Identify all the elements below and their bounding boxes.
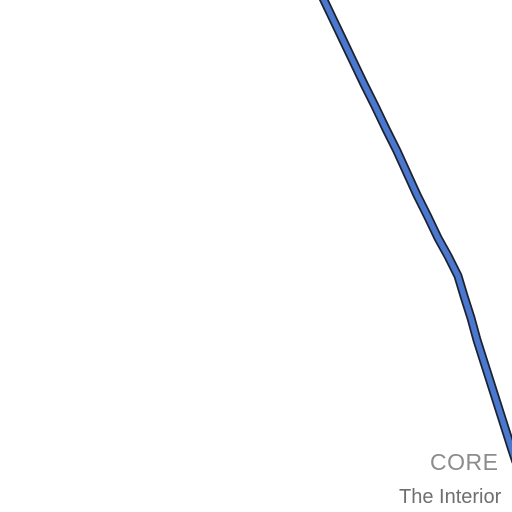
district-label: CORE <box>430 449 499 475</box>
route-casing <box>318 0 512 464</box>
route-fill <box>320 0 512 459</box>
route-line-feature[interactable] <box>318 0 512 464</box>
area-label: The Interior <box>399 486 502 508</box>
